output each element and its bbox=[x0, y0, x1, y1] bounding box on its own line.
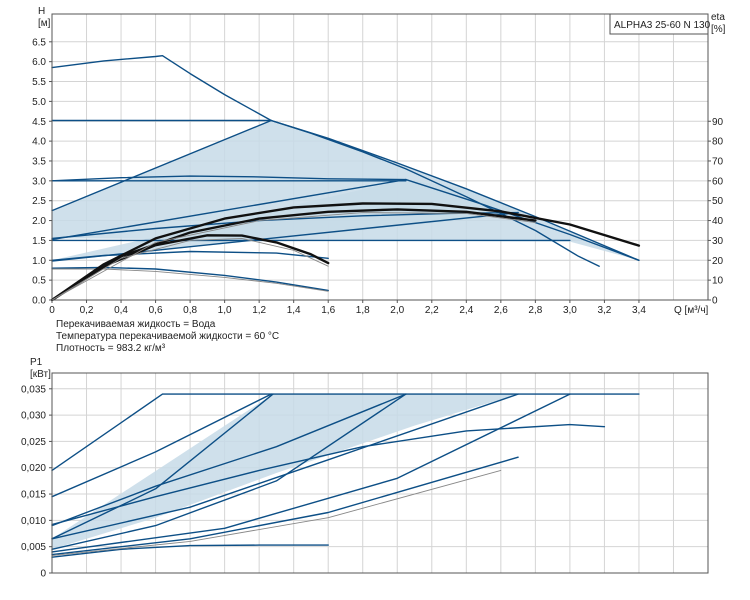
fluid-info-line: Температура перекачиваемой жидкости = 60… bbox=[56, 331, 279, 342]
x-tick-label: 1,8 bbox=[356, 305, 370, 316]
y2-tick-label: 20 bbox=[712, 256, 724, 267]
pump-curve bbox=[51, 456, 519, 556]
x-tick-label: 0,6 bbox=[149, 305, 163, 316]
x-tick-label: 1,0 bbox=[218, 305, 232, 316]
x-tick-label: 3,4 bbox=[632, 305, 646, 316]
y-tick-label: 5.5 bbox=[32, 77, 46, 88]
x-tick-label: 2,4 bbox=[459, 305, 473, 316]
y-tick-label: 2.5 bbox=[32, 196, 46, 207]
x-tick-label: 3,0 bbox=[563, 305, 577, 316]
head-axes: 0.0 0.5 1.0 1.5 2.0 2.5 3.0 3.5 4.0 4.5 5.0 5.5 6.0 6… bbox=[32, 6, 726, 316]
x-tick-label: 0,2 bbox=[80, 305, 94, 316]
y2-tick-label: 80 bbox=[712, 137, 724, 148]
y-tick-label: 4.0 bbox=[32, 137, 46, 148]
y2-tick-label: 70 bbox=[712, 156, 724, 167]
x-tick-label: 1,2 bbox=[252, 305, 266, 316]
pump-curve bbox=[51, 119, 272, 212]
pump-curve bbox=[51, 393, 571, 553]
y-tick-label: 1.5 bbox=[32, 236, 46, 247]
y-tick-label: 0.0 bbox=[32, 296, 46, 307]
x-tick-label: 0,4 bbox=[114, 305, 128, 316]
duty-curve bbox=[50, 202, 641, 302]
y2-tick-label: 60 bbox=[712, 176, 724, 187]
y-tick-label: 0,010 bbox=[21, 516, 46, 527]
y-tick-label: 3.5 bbox=[32, 156, 46, 167]
y-axis-label: [м] bbox=[38, 18, 51, 29]
x-tick-label: 2,2 bbox=[425, 305, 439, 316]
pump-curve bbox=[270, 119, 640, 261]
y-tick-label: 6.0 bbox=[32, 57, 46, 68]
y-tick-label: 0,005 bbox=[21, 542, 46, 553]
y-tick-label: 0,015 bbox=[21, 490, 46, 501]
x-tick-label: 2,8 bbox=[528, 305, 542, 316]
y2-axis-label: eta bbox=[711, 12, 725, 23]
y2-axis-label: [%] bbox=[711, 24, 726, 35]
pump-curve bbox=[51, 250, 329, 261]
y-tick-label: 3.0 bbox=[32, 176, 46, 187]
head-chart: 0.0 0.5 1.0 1.5 2.0 2.5 3.0 3.5 4.0 4.5 5.0 5.5 6.0 6… bbox=[32, 6, 726, 316]
power-chart: 0 0,005 0,010 0,015 0,020 0,025 0,030 0,035 P1[к… bbox=[21, 357, 709, 580]
x-tick-label: 1,6 bbox=[321, 305, 335, 316]
pump-curve bbox=[51, 393, 407, 527]
y2-tick-label: 10 bbox=[712, 276, 724, 287]
pump-curve bbox=[51, 544, 329, 558]
y2-tick-label: 40 bbox=[712, 216, 724, 227]
fluid-info-line: Перекачиваемая жидкость = Вода bbox=[56, 319, 216, 330]
pump-curve bbox=[51, 393, 519, 540]
y-tick-label: 5.0 bbox=[32, 97, 46, 108]
pump-curve bbox=[51, 393, 272, 498]
y2-tick-label: 0 bbox=[712, 296, 718, 307]
fluid-info: Перекачиваемая жидкость = Вода Температу… bbox=[56, 319, 279, 354]
y2-tick-label: 30 bbox=[712, 236, 724, 247]
power-curves bbox=[51, 393, 640, 558]
x-tick-label: 2,0 bbox=[390, 305, 404, 316]
y-tick-label: 4.5 bbox=[32, 117, 46, 128]
y-axis-label: H bbox=[38, 6, 45, 17]
duty-curve bbox=[50, 234, 330, 302]
y2-tick-label: 90 bbox=[712, 117, 724, 128]
pump-curve bbox=[51, 175, 407, 182]
pump-curve bbox=[51, 178, 407, 241]
y-tick-label: 1.0 bbox=[32, 256, 46, 267]
x-tick-label: 2,6 bbox=[494, 305, 508, 316]
pump-curve bbox=[51, 423, 606, 526]
head-plot-frame bbox=[51, 13, 709, 301]
x-tick-label: 0,8 bbox=[183, 305, 197, 316]
reference-curve bbox=[51, 469, 502, 557]
y-tick-label: 2.0 bbox=[32, 216, 46, 227]
operating-area bbox=[52, 394, 519, 550]
y-tick-label: 0,035 bbox=[21, 384, 46, 395]
model-label: ALPHA3 25-60 N 130 bbox=[614, 20, 711, 31]
power-regions bbox=[52, 394, 519, 550]
y-tick-label: 0,030 bbox=[21, 411, 46, 422]
power-plot-frame bbox=[51, 372, 709, 574]
model-label-box bbox=[609, 13, 709, 35]
x-tick-label: 1,4 bbox=[287, 305, 301, 316]
y-axis-label: P1 bbox=[30, 357, 43, 368]
x-tick-label: 3,2 bbox=[597, 305, 611, 316]
pump-curve bbox=[51, 393, 274, 540]
x-axis-label: Q [м³/ч] bbox=[674, 305, 709, 316]
y2-tick-label: 50 bbox=[712, 196, 724, 207]
y-axis-label: [кВт] bbox=[30, 369, 51, 380]
reference-curve bbox=[51, 237, 329, 301]
duty-curve bbox=[50, 208, 537, 302]
reference-curve bbox=[51, 212, 536, 301]
y-tick-label: 6.5 bbox=[32, 37, 46, 48]
x-tick-label: 0 bbox=[49, 305, 55, 316]
pump-curve bbox=[51, 393, 407, 550]
pump-curve bbox=[51, 393, 640, 472]
y-tick-label: 0,020 bbox=[21, 463, 46, 474]
pump-curve bbox=[51, 266, 329, 292]
fluid-info-line: Плотность = 983.2 кг/м³ bbox=[56, 343, 166, 354]
y-tick-label: 0,025 bbox=[21, 437, 46, 448]
y-tick-label: 0.5 bbox=[32, 276, 46, 287]
y-tick-label: 0 bbox=[40, 569, 46, 580]
power-axes: 0 0,005 0,010 0,015 0,020 0,025 0,030 0,035 P1[к… bbox=[21, 357, 52, 580]
head-curves bbox=[50, 55, 641, 302]
